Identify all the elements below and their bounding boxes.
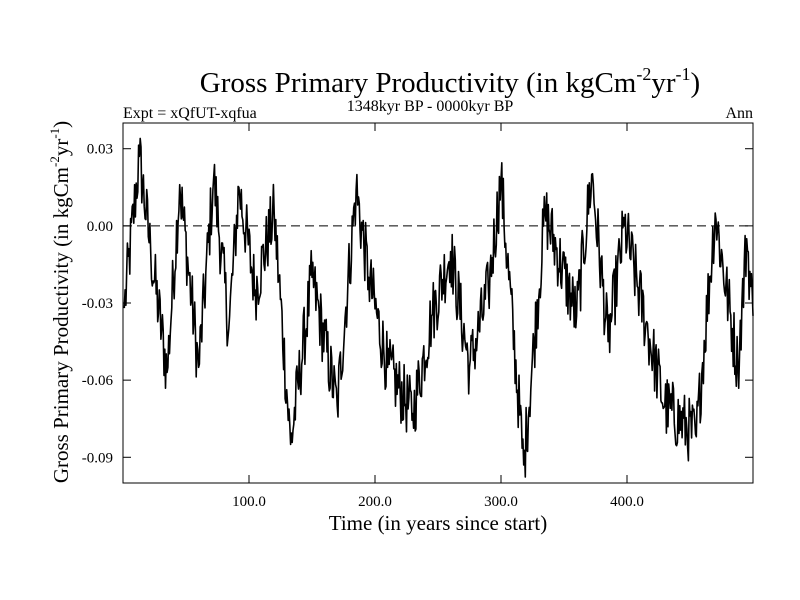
x-tick-label: 100.0 [232, 494, 266, 510]
time-range-label: 1348kyr BP - 0000kyr BP [347, 98, 514, 115]
x-axis-label: Time (in years since start) [329, 511, 548, 535]
chart-title: Gross Primary Productivity (in kgCm-2yr-… [200, 64, 700, 99]
y-tick-label: -0.06 [82, 373, 114, 389]
y-tick-label: -0.09 [82, 450, 113, 466]
y-axis-label: Gross Primary Productivity (in kgCm-2yr-… [47, 121, 73, 483]
plot-frame [122, 122, 754, 484]
y-tick-label: 0.03 [87, 142, 113, 158]
y-axis-ticks: 0.03 0.00 -0.03 -0.06 -0.09 [82, 142, 753, 466]
x-tick-label: 400.0 [610, 494, 644, 510]
season-label: Ann [725, 105, 753, 122]
x-axis-ticks: 100.0 200.0 300.0 400.0 [232, 123, 644, 510]
y-tick-label: 0.00 [87, 219, 113, 235]
y-tick-label: -0.03 [82, 296, 113, 312]
x-tick-label: 300.0 [484, 494, 518, 510]
series-line-gpp [123, 137, 754, 478]
experiment-label: Expt = xQfUT-xqfua [123, 105, 257, 122]
x-tick-label: 200.0 [358, 494, 392, 510]
